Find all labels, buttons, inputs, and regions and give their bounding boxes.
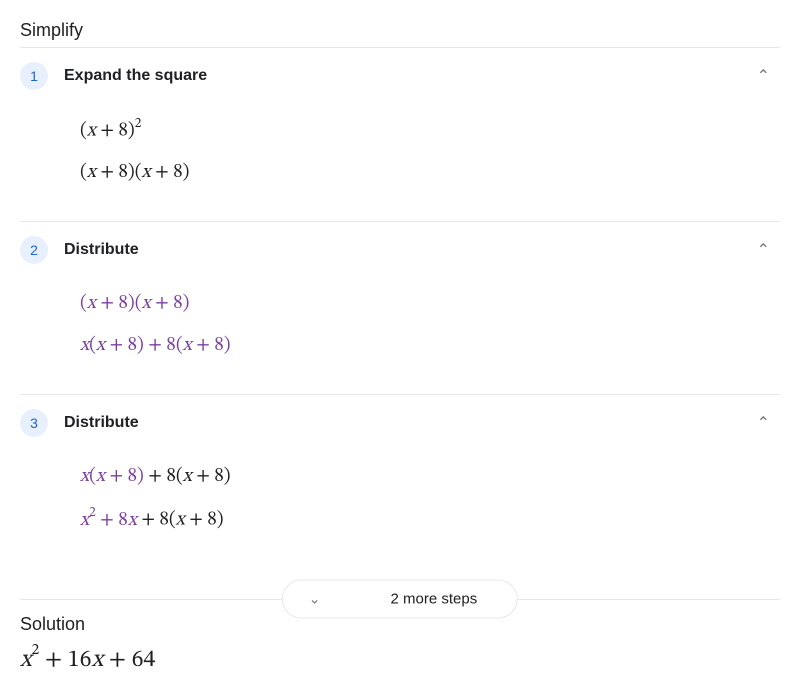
step-header[interactable]: 3 Distribute⌃ (20, 409, 780, 437)
solution-expression: x2 + 16x + 64 (20, 643, 780, 675)
more-steps-label: 2 more steps (391, 591, 478, 608)
step: 1 Expand the square⌃ (x + 8)2 (x + 8)(x + 8… (20, 48, 780, 221)
step-header[interactable]: 1 Expand the square⌃ (20, 62, 780, 90)
math-expression: (x + 8)2 (80, 118, 780, 143)
step-label: Distribute (64, 241, 747, 259)
step-number-badge: 1 (20, 62, 48, 90)
more-steps-row: ⌄ 2 more steps (20, 599, 780, 600)
math-expression: x(x + 8) + 8(x + 8) (80, 465, 780, 489)
step: 3 Distribute⌃ x(x + 8) + 8(x + 8) x2 + 8x +… (20, 395, 780, 568)
more-steps-button[interactable]: ⌄ 2 more steps (282, 580, 518, 619)
page-title: Simplify (20, 20, 780, 41)
step-label: Expand the square (64, 67, 747, 85)
math-expression: x2 + 8x + 8(x + 8) (80, 507, 780, 532)
step-body: (x + 8)(x + 8) x(x + 8) + 8(x + 8) (20, 264, 780, 358)
math-expression: x(x + 8) + 8(x + 8) (80, 334, 780, 358)
math-expression: (x + 8)(x + 8) (80, 292, 780, 316)
step-label: Distribute (64, 414, 747, 432)
chevron-up-icon: ⌃ (747, 409, 780, 437)
step-number-badge: 2 (20, 236, 48, 264)
step-number-badge: 3 (20, 409, 48, 437)
math-expression: (x + 8)(x + 8) (80, 161, 780, 185)
step-header[interactable]: 2 Distribute⌃ (20, 236, 780, 264)
chevron-up-icon: ⌃ (747, 236, 780, 264)
step-body: (x + 8)2 (x + 8)(x + 8) (20, 90, 780, 185)
step-body: x(x + 8) + 8(x + 8) x2 + 8x + 8(x + 8) (20, 437, 780, 532)
step: 2 Distribute⌃ (x + 8)(x + 8) x(x + 8) + 8(x… (20, 222, 780, 394)
chevron-up-icon: ⌃ (747, 62, 780, 90)
chevron-down-icon: ⌄ (309, 591, 321, 608)
